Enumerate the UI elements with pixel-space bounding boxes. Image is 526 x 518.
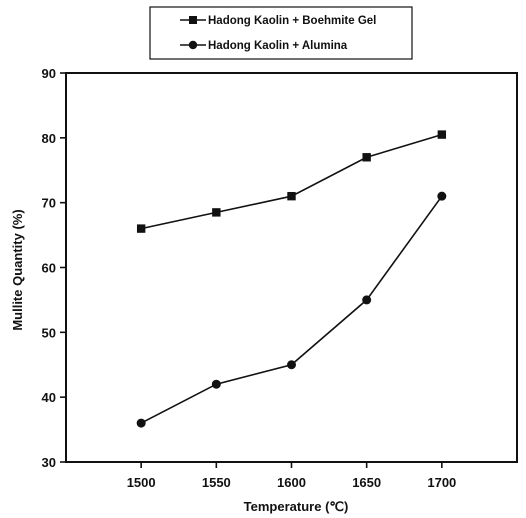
series-2-point — [287, 360, 296, 370]
series-1-point — [437, 130, 447, 139]
series-1-point — [136, 224, 146, 233]
y-tick-label: 40 — [42, 390, 56, 405]
y-tick-label: 80 — [42, 131, 56, 146]
series-2-point — [211, 379, 221, 389]
legend-label-1: Hadong Kaolin + Boehmite Gel — [208, 15, 376, 27]
y-axis-title: Mullite Quantity (%) — [10, 209, 25, 330]
x-tick-label: 1600 — [277, 475, 306, 490]
legend-box — [149, 6, 413, 60]
legend: Hadong Kaolin + Boehmite Gel Hadong Kaol… — [149, 6, 413, 60]
x-tick-label: 1700 — [427, 475, 456, 490]
legend-label-2: Hadong Kaolin + Alumina — [208, 40, 348, 52]
series-1-point — [287, 191, 296, 201]
series-1-line — [140, 133, 443, 230]
y-tick-label: 90 — [42, 66, 56, 81]
series-2-point — [362, 295, 372, 305]
x-tick-label: 1550 — [202, 475, 231, 490]
legend-item-1: Hadong Kaolin + Boehmite Gel — [180, 15, 376, 27]
y-tick-label: 70 — [42, 196, 56, 211]
axis-ticks: 30 40 50 60 70 80 90 1500 1550 1600 1650 1700 — [42, 66, 457, 490]
legend-marker-2 — [188, 40, 198, 50]
series-2 — [136, 191, 447, 428]
series-2-point — [437, 191, 447, 201]
series-2-point — [136, 418, 146, 428]
series-1-point — [362, 153, 371, 162]
x-tick-label: 1500 — [127, 475, 156, 490]
y-tick-label: 30 — [42, 455, 56, 470]
legend-marker-1 — [189, 16, 197, 24]
x-axis-title: Temperature (℃) — [244, 499, 349, 514]
series-layer — [136, 130, 447, 428]
series-2-line — [140, 195, 443, 424]
plot-frame — [65, 72, 518, 463]
series-1 — [136, 130, 447, 233]
y-tick-label: 60 — [42, 261, 56, 276]
legend-item-2: Hadong Kaolin + Alumina — [180, 40, 348, 52]
series-1-point — [212, 208, 221, 217]
x-tick-label: 1650 — [352, 475, 381, 490]
y-tick-label: 50 — [42, 325, 56, 340]
